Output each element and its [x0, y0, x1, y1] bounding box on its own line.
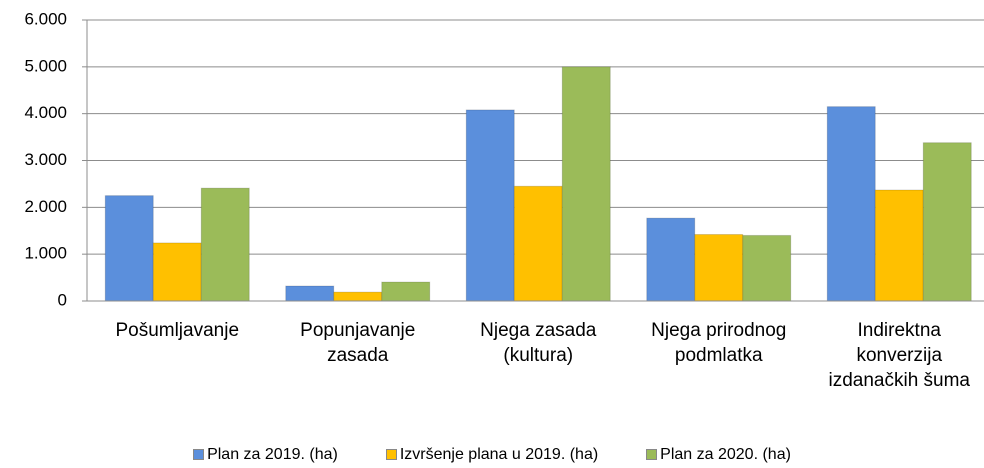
legend-label: Plan za 2019. (ha)	[207, 446, 338, 463]
bar	[465, 109, 515, 302]
bar	[285, 285, 335, 302]
bar	[200, 187, 250, 302]
x-tick-label: Popunjavanje zasada	[300, 320, 416, 366]
bar	[152, 242, 202, 302]
legend-item: Izvršenje plana u 2019. (ha)	[385, 446, 599, 463]
bar	[104, 195, 154, 302]
y-tick-label: 2.000	[24, 197, 67, 216]
legend-swatch	[646, 449, 658, 460]
legend-item: Plan za 2020. (ha)	[646, 446, 791, 463]
legend-label: Plan za 2020. (ha)	[660, 446, 791, 463]
y-tick-label: 4.000	[24, 103, 67, 122]
bar	[826, 106, 876, 302]
bar	[694, 233, 744, 302]
bar	[333, 291, 383, 302]
bar	[646, 217, 696, 302]
x-tick-label: Indirektna konverzija izdanačkih šuma	[828, 320, 971, 391]
y-tick-label: 5.000	[24, 56, 67, 75]
bar	[561, 66, 611, 302]
bar	[742, 234, 792, 302]
x-tick-label: Pošumljavanje	[115, 320, 240, 341]
legend-swatch	[385, 449, 397, 460]
x-tick-label: Njega prirodnog podmlatka	[651, 320, 787, 366]
x-tick-label: Njega zasada (kultura)	[480, 320, 597, 366]
legend-item: Plan za 2019. (ha)	[193, 446, 338, 463]
y-tick-label: 0	[58, 290, 67, 309]
legend: Plan za 2019. (ha) Izvršenje plana u 2019…	[0, 446, 984, 464]
y-tick-label: 3.000	[24, 150, 67, 169]
bar	[874, 189, 924, 302]
y-tick-label: 6.000	[24, 9, 67, 28]
bar	[381, 281, 431, 302]
bar	[513, 185, 563, 302]
legend-swatch	[193, 449, 205, 460]
legend-label: Izvršenje plana u 2019. (ha)	[399, 446, 599, 463]
y-tick-label: 1.000	[24, 244, 67, 263]
bar	[922, 142, 972, 302]
